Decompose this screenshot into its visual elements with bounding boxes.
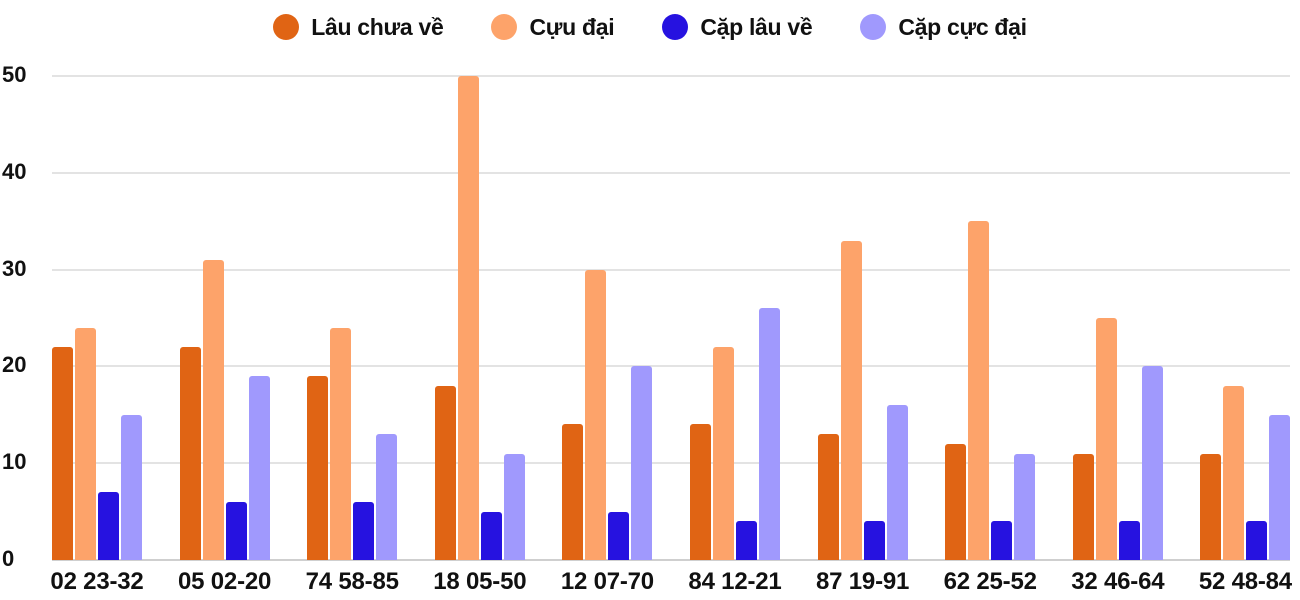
bar[interactable] (307, 376, 329, 560)
x-axis-tick-label: 12 07-70 (560, 568, 654, 595)
bar[interactable] (1200, 453, 1222, 560)
bar[interactable] (817, 434, 839, 560)
x-axis-tick-label: 62 25-52 (943, 568, 1037, 595)
legend-swatch-icon (273, 14, 300, 40)
bar[interactable] (1014, 453, 1036, 560)
bar[interactable] (1141, 366, 1163, 560)
bar[interactable] (1269, 414, 1291, 560)
bar[interactable] (330, 327, 352, 560)
bar[interactable] (179, 347, 201, 560)
x-axis-baseline (52, 559, 1290, 561)
bar[interactable] (631, 366, 653, 560)
y-axis-tick-label: 0 (2, 546, 15, 571)
bar[interactable] (52, 347, 73, 560)
x-axis-tick-label: 05 02-20 (178, 568, 272, 595)
bar[interactable] (480, 511, 502, 560)
bar[interactable] (121, 414, 142, 560)
bar[interactable] (1246, 521, 1268, 560)
bar[interactable] (690, 424, 711, 560)
y-axis-tick-label: 40 (2, 158, 27, 184)
bar[interactable] (503, 453, 525, 560)
legend-swatch-icon (662, 14, 689, 40)
legend-label: Cựu đại (529, 13, 615, 40)
bar[interactable] (248, 376, 270, 560)
bar[interactable] (457, 76, 479, 560)
legend-label: Cặp cực đại (898, 13, 1027, 40)
bar[interactable] (736, 521, 757, 560)
x-axis-tick-label: 74 58-85 (305, 568, 399, 595)
legend-item[interactable]: Cặp lâu về (662, 13, 813, 41)
x-axis-tick-label: 18 05-50 (433, 568, 527, 595)
gridline (52, 365, 1290, 368)
bar[interactable] (562, 424, 584, 560)
bar[interactable] (585, 269, 607, 560)
legend-item[interactable]: Lâu chưa về (273, 13, 444, 41)
chart-legend: Lâu chưa về Cựu đại Cặp lâu về Cặp cực đại (0, 10, 1300, 44)
bar[interactable] (225, 501, 247, 560)
x-axis-tick-label: 52 48-84 (1198, 568, 1292, 595)
bar[interactable] (840, 240, 862, 560)
bar[interactable] (1072, 453, 1094, 560)
legend-swatch-icon (860, 14, 887, 40)
legend-swatch-icon (491, 14, 518, 40)
bar[interactable] (75, 327, 96, 560)
x-axis-tick-label: 02 23-32 (50, 568, 144, 595)
bar[interactable] (968, 221, 990, 560)
y-axis-tick-label: 30 (2, 255, 27, 281)
x-axis-tick-label: 87 19-91 (816, 568, 910, 595)
bar[interactable] (608, 511, 630, 560)
bar[interactable] (713, 347, 734, 560)
gridline (52, 75, 1290, 77)
bar[interactable] (945, 443, 967, 560)
y-axis-tick-label: 20 (2, 352, 27, 378)
bar[interactable] (1095, 318, 1117, 560)
legend-item[interactable]: Cặp cực đại (860, 13, 1027, 41)
bar[interactable] (991, 521, 1013, 560)
legend-item[interactable]: Cựu đại (491, 13, 615, 41)
bar[interactable] (353, 501, 375, 560)
bar[interactable] (759, 308, 780, 560)
bar[interactable] (434, 385, 456, 560)
legend-label: Lâu chưa về (311, 13, 444, 40)
bar[interactable] (863, 521, 885, 560)
gridline (52, 268, 1290, 271)
bar[interactable] (98, 492, 119, 560)
gridline (52, 462, 1290, 465)
x-axis-tick-label: 84 12-21 (688, 568, 782, 595)
bar[interactable] (886, 405, 908, 560)
bar[interactable] (202, 259, 224, 560)
bar[interactable] (1223, 385, 1245, 560)
legend-label: Cặp lâu về (700, 13, 813, 40)
x-axis-tick-label: 32 46-64 (1071, 568, 1165, 595)
gridline (52, 171, 1290, 174)
bar[interactable] (376, 434, 398, 560)
bar[interactable] (1118, 521, 1140, 560)
y-axis-tick-label: 10 (2, 449, 27, 475)
y-axis-tick-label: 50 (2, 62, 27, 87)
